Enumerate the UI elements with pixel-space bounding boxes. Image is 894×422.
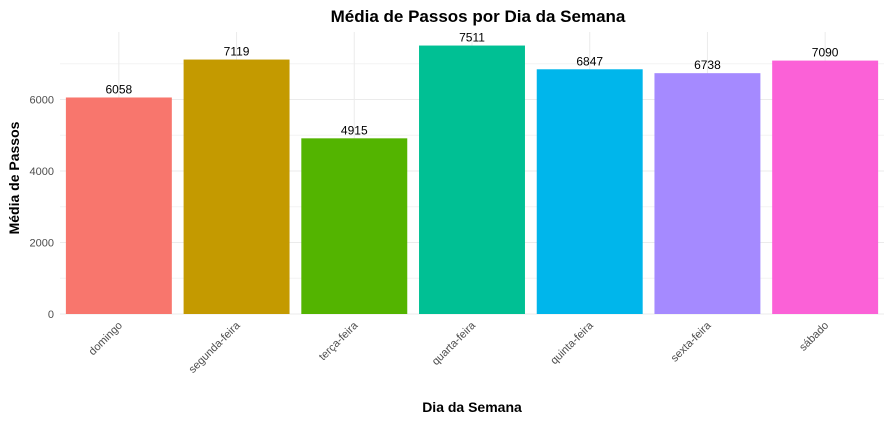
x-axis-ticks: domingo segunda-feira terça-feira quarta-fe… [87, 319, 832, 376]
bar-4 [536, 69, 643, 315]
x-tick-label: terça-feira [317, 319, 361, 363]
y-axis-ticks: 0 2000 4000 6000 [30, 95, 54, 321]
bar-value-label: 6847 [576, 54, 603, 68]
x-tick-label: quarta-feira [430, 319, 479, 368]
y-tick-label: 2000 [30, 238, 54, 250]
x-tick-label: segunda-feira [187, 319, 244, 376]
bar-value-label: 6058 [106, 82, 133, 96]
bar-3 [419, 45, 525, 314]
bar-value-label: 7511 [459, 31, 485, 45]
bar-2 [301, 138, 408, 314]
x-axis-title: Dia da Semana [422, 399, 522, 415]
y-tick-label: 0 [48, 309, 54, 321]
bar-value-label: 7090 [812, 46, 839, 60]
bar-5 [654, 73, 761, 315]
y-axis-title: Média de Passos [6, 121, 22, 234]
y-tick-label: 4000 [30, 166, 54, 178]
bar-value-label: 4915 [341, 123, 368, 137]
bars [65, 45, 879, 315]
bar-value-label: 7119 [224, 45, 250, 59]
y-tick-label: 6000 [30, 95, 54, 107]
x-tick-label: domingo [87, 320, 125, 358]
chart-title: Média de Passos por Dia da Semana [331, 7, 626, 26]
x-tick-label: sábado [797, 320, 831, 354]
x-tick-label: quinta-feira [548, 319, 596, 367]
bar-value-label: 6738 [694, 58, 721, 72]
bar-1 [183, 59, 290, 314]
x-tick-label: sexta-feira [669, 319, 714, 364]
bar-6 [772, 60, 879, 314]
value-labels: 6058 7119 4915 7511 6847 6738 7090 [106, 31, 839, 138]
bar-0 [65, 97, 172, 314]
